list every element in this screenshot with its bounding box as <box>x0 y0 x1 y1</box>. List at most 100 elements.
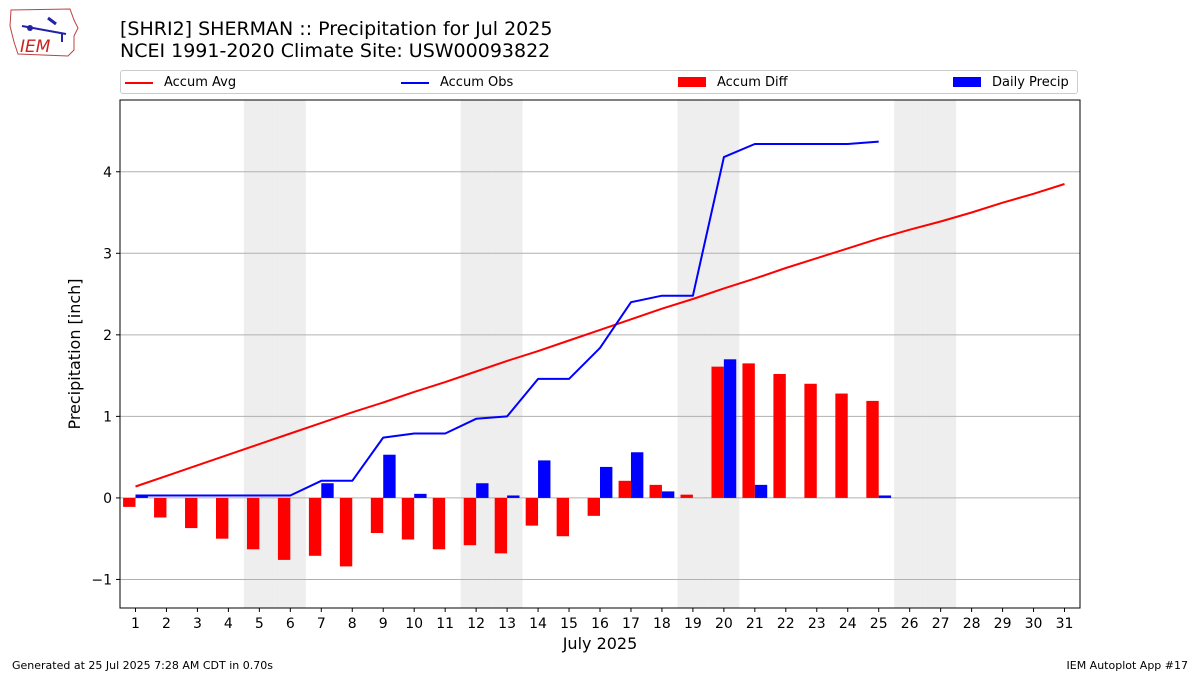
legend-swatch-accum-obs <box>401 82 429 84</box>
daily-precip-bar <box>723 359 737 498</box>
y-axis-ticks: −1 0 1 2 3 4 <box>91 165 120 588</box>
daily-precip-bar <box>476 483 489 498</box>
weekend-band-day-19 <box>677 100 709 608</box>
accum-diff-bar <box>835 393 848 498</box>
y-tick-label: 0 <box>103 491 112 507</box>
daily-precip-bar <box>538 460 551 498</box>
daily-precip-bar <box>135 495 148 498</box>
iowa-map-icon: IEM <box>9 8 79 57</box>
accum-diff-bar <box>308 497 322 556</box>
accum-diff-bar <box>649 484 662 498</box>
x-tick-label: 2 <box>162 616 171 632</box>
x-tick-label: 10 <box>405 616 423 632</box>
x-tick-label: 17 <box>622 616 640 632</box>
y-tick-label: −1 <box>91 572 112 588</box>
accum-diff-bar <box>587 497 600 516</box>
x-tick-label: 18 <box>653 616 671 632</box>
accum-avg-line <box>135 183 1065 488</box>
accum-obs-line <box>135 140 879 497</box>
x-tick-label: 21 <box>746 616 764 632</box>
chart-subtitle: NCEI 1991-2020 Climate Site: USW00093822 <box>120 40 551 62</box>
accum-diff-bar <box>618 480 631 498</box>
logo-text: IEM <box>20 37 51 57</box>
daily-precip-bar <box>878 495 892 498</box>
legend-swatch-daily-precip <box>953 77 981 87</box>
x-tick-label: 4 <box>224 616 233 632</box>
x-tick-label: 7 <box>317 616 326 632</box>
x-tick-label: 5 <box>255 616 264 632</box>
x-tick-label: 31 <box>1056 616 1074 632</box>
y-tick-label: 4 <box>103 165 112 181</box>
accum-diff-bar <box>277 497 291 560</box>
weekend-band-day-27 <box>925 100 957 608</box>
daily-precip-bar <box>321 483 334 498</box>
accum-diff-bar <box>494 497 508 554</box>
accum-diff-bar <box>154 497 167 518</box>
accum-diff-bar <box>742 363 755 498</box>
weekend-band-day-20 <box>708 100 740 608</box>
x-tick-label: 30 <box>1025 616 1043 632</box>
daily-precip-bar <box>754 484 768 498</box>
x-tick-label: 27 <box>932 616 950 632</box>
x-tick-label: 8 <box>348 616 357 632</box>
daily-precip-bar <box>630 452 644 498</box>
x-tick-label: 16 <box>591 616 609 632</box>
accum-diff-bar <box>123 497 136 507</box>
daily-precip-bar <box>383 454 396 498</box>
accum-diff-bar <box>370 497 384 533</box>
y-tick-label: 1 <box>103 409 112 425</box>
bars <box>123 359 892 567</box>
legend-label-daily-precip: Daily Precip <box>992 75 1069 90</box>
x-tick-label: 15 <box>560 616 578 632</box>
y-tick-label: 2 <box>103 328 112 344</box>
x-tick-label: 14 <box>529 616 547 632</box>
daily-precip-bar <box>507 495 520 498</box>
legend-label-accum-obs: Accum Obs <box>440 75 514 90</box>
x-tick-label: 9 <box>379 616 388 632</box>
x-tick-label: 29 <box>994 616 1012 632</box>
weekend-shading <box>243 100 957 608</box>
accum-diff-bar <box>804 383 817 498</box>
x-axis-ticks: 1 2 3 4 5 6 7 8 9 10 11 12 13 14 15 16 17 18 19 20 21 22 23 24 2… <box>131 608 1073 632</box>
daily-precip-bar <box>414 493 427 498</box>
y-tick-label: 3 <box>103 246 112 262</box>
accum-diff-bar <box>339 497 353 567</box>
x-tick-label: 19 <box>684 616 702 632</box>
daily-precip-bar <box>600 466 613 498</box>
accum-diff-bar <box>773 373 786 498</box>
accum-diff-bar <box>185 497 198 529</box>
x-tick-label: 20 <box>715 616 733 632</box>
daily-precip-bar <box>661 491 675 498</box>
legend-swatch-accum-avg <box>125 82 153 84</box>
y-axis-label: Precipitation [inch] <box>65 278 84 429</box>
accum-diff-bar <box>525 497 539 526</box>
accum-diff-bar <box>556 497 570 537</box>
gridlines <box>120 171 1080 580</box>
chart-title: [SHRI2] SHERMAN :: Precipitation for Jul… <box>120 18 553 40</box>
legend-label-accum-diff: Accum Diff <box>717 75 788 90</box>
iem-logo: IEM <box>8 6 80 60</box>
accum-diff-bar <box>463 497 477 546</box>
legend-swatch-accum-diff <box>678 77 706 87</box>
weekend-band-day-26 <box>894 100 926 608</box>
x-tick-label: 24 <box>839 616 857 632</box>
x-tick-label: 22 <box>777 616 795 632</box>
legend: Accum Avg Accum Obs Accum Diff Daily Pre… <box>120 70 1078 94</box>
accum-diff-bar <box>216 497 229 539</box>
x-tick-label: 1 <box>131 616 140 632</box>
accum-diff-bar <box>401 497 415 540</box>
x-tick-label: 26 <box>901 616 919 632</box>
footer-app: IEM Autoplot App #17 <box>1066 659 1189 672</box>
x-tick-label: 28 <box>963 616 981 632</box>
x-axis-label: July 2025 <box>562 634 638 653</box>
x-tick-label: 6 <box>286 616 295 632</box>
x-tick-label: 25 <box>870 616 888 632</box>
accum-diff-bar <box>711 366 724 498</box>
legend-label-accum-avg: Accum Avg <box>164 75 237 90</box>
x-tick-label: 13 <box>498 616 516 632</box>
accum-diff-bar <box>866 400 879 498</box>
x-tick-label: 3 <box>193 616 202 632</box>
accum-diff-bar <box>246 497 260 550</box>
x-tick-label: 11 <box>436 616 454 632</box>
